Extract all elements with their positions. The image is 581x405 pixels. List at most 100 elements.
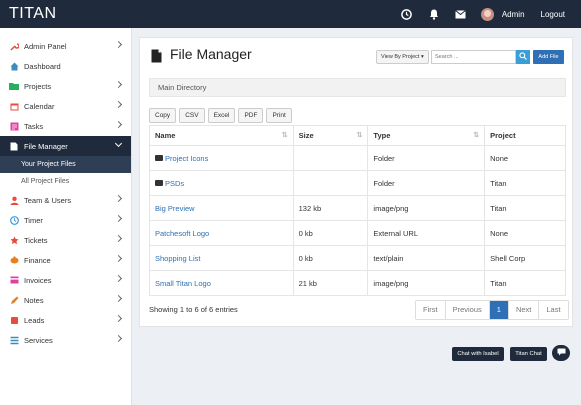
sidebar-item-dashboard[interactable]: Dashboard [0,56,131,76]
sidebar-item-invoices[interactable]: Invoices [0,270,131,290]
invoice-icon [9,275,19,285]
sidebar-item-services[interactable]: Services [0,330,131,350]
file-icon [9,141,19,151]
pagination-next[interactable]: Next [508,301,540,319]
sidebar-subitem-all-project-files[interactable]: All Project Files [21,178,70,185]
sidebar-item-label: Calendar [24,101,55,111]
file-project: Titan [484,195,566,221]
sidebar-item-label: Invoices [24,275,52,285]
sidebar-item-finance[interactable]: Finance [0,250,131,270]
search-button[interactable] [516,50,530,64]
bell-icon[interactable] [427,7,441,21]
envelope-icon[interactable] [454,7,468,21]
search-icon [519,52,527,62]
clock-icon [9,215,19,225]
add-file-button[interactable]: Add File [533,50,564,64]
excel-button[interactable]: Excel [207,108,236,123]
file-link[interactable]: Project Icons [165,153,209,163]
sidebar-subitem-your-project-files[interactable]: Your Project Files [0,156,131,173]
sidebar-item-timer[interactable]: Timer [0,210,131,230]
sidebar-item-label: Services [24,335,53,345]
table-row: Patchesoft Logo 0 kb External URL None [149,220,566,246]
file-project: Titan [484,270,566,296]
sidebar-item-calendar[interactable]: Calendar [0,96,131,116]
sidebar-item-tickets[interactable]: Tickets [0,230,131,250]
pagination-first[interactable]: First [416,301,446,319]
calendar-icon [9,101,19,111]
sidebar-item-file-manager[interactable]: File Manager [0,136,131,156]
table-row: Project Icons Folder None [149,145,566,171]
avatar[interactable] [480,7,494,21]
folder-icon [155,154,163,161]
sidebar-item-tasks[interactable]: Tasks [0,116,131,136]
file-project: Titan [484,170,566,196]
sidebar-item-team-users[interactable]: Team & Users [0,190,131,210]
file-size [292,145,369,171]
file-link[interactable]: Small Titan Logo [155,278,211,288]
file-type: text/plain [367,245,486,271]
copy-button[interactable]: Copy [149,108,177,123]
search-input[interactable] [431,50,516,64]
pdf-button[interactable]: PDF [238,108,264,123]
sidebar-item-label: Tickets [24,235,48,245]
folder-icon [155,179,163,186]
sidebar-item-label: Timer [24,215,43,225]
chevron-right-icon [114,40,123,49]
column-header-name[interactable]: Name ⇅ [149,125,294,146]
table-row: Shopping List 0 kb text/plain Shell Corp [149,245,566,271]
file-type: Folder [367,145,486,171]
chevron-right-icon [114,80,123,89]
tasks-icon [9,121,19,131]
file-link[interactable]: Patchesoft Logo [155,228,210,238]
file-link[interactable]: Big Preview [155,203,195,213]
column-header-project: Project [484,125,566,146]
chat-bubble-button[interactable] [552,345,570,361]
chat-with-isabel-button[interactable]: Chat with Isabel [452,347,504,361]
file-size: 21 kb [292,270,369,296]
user-icon [9,195,19,205]
sidebar: Admin Panel Dashboard Projects Calendar … [0,28,132,405]
ticket-icon [9,235,19,245]
pagination-previous[interactable]: Previous [445,301,490,319]
wrench-icon [9,41,19,51]
folder-icon [9,81,19,91]
pagination-last[interactable]: Last [539,301,568,319]
column-header-size[interactable]: Size ⇅ [292,125,369,146]
list-icon [9,335,19,345]
chevron-right-icon [114,274,123,283]
money-icon [9,255,19,265]
pagination-page-1[interactable]: 1 [489,301,509,319]
csv-button[interactable]: CSV [179,108,205,123]
file-size [292,170,369,196]
sidebar-item-label: Team & Users [24,195,72,205]
clock-icon[interactable] [400,7,414,21]
titan-chat-button[interactable]: Titan Chat [510,347,547,361]
logout-link[interactable]: Logout [540,9,565,19]
file-link[interactable]: Shopping List [155,253,201,263]
file-project: None [484,145,566,171]
entries-info: Showing 1 to 6 of 6 entries [149,305,238,314]
brand-logo[interactable]: TITAN [9,5,57,22]
chevron-right-icon [114,334,123,343]
user-menu[interactable]: Admin [501,9,525,19]
view-by-project-dropdown[interactable]: View By Project ▾ [376,50,429,64]
sidebar-item-projects[interactable]: Projects [0,76,131,96]
page-title: File Manager [170,46,252,62]
file-link[interactable]: PSDs [165,178,185,188]
file-project: Shell Corp [484,245,566,271]
file-project: None [484,220,566,246]
chevron-right-icon [114,194,123,203]
chevron-right-icon [114,314,123,323]
file-type: Folder [367,170,486,196]
table-row: PSDs Folder Titan [149,170,566,196]
chevron-right-icon [114,294,123,303]
sidebar-item-admin-panel[interactable]: Admin Panel [0,36,131,56]
sidebar-item-label: Tasks [24,121,44,131]
column-header-type[interactable]: Type ⇅ [367,125,486,146]
breadcrumb[interactable]: Main Directory [149,78,566,97]
sidebar-item-leads[interactable]: Leads [0,310,131,330]
print-button[interactable]: Print [266,108,292,123]
sidebar-item-notes[interactable]: Notes [0,290,131,310]
chevron-down-icon [114,139,123,148]
sidebar-item-label: Notes [24,295,44,305]
